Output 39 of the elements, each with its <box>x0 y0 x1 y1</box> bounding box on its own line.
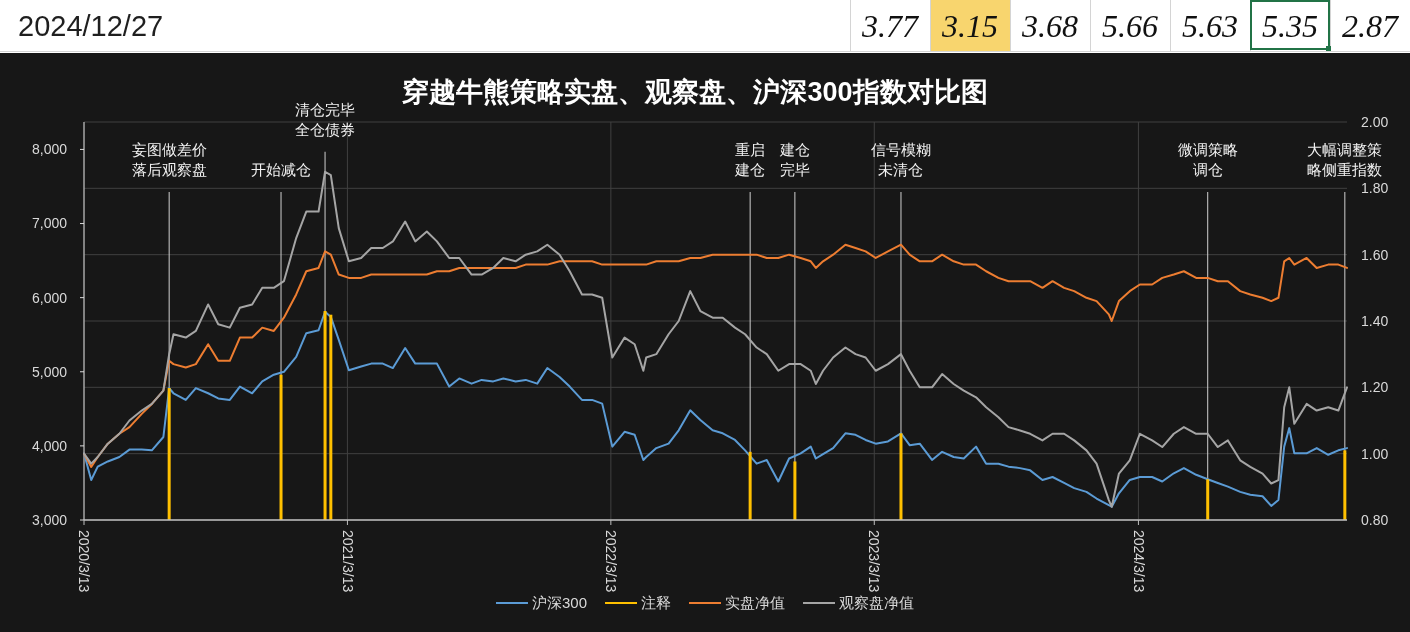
text: 2.87 <box>1342 8 1400 44</box>
text: 3.77 <box>861 8 920 44</box>
y2-tick-label: 1.00 <box>1361 445 1389 462</box>
y-tick-label: 8,000 <box>31 141 68 158</box>
x-tick-label: 2022/3/13 <box>602 530 619 593</box>
y-tick-label: 6,000 <box>31 289 68 306</box>
text: 3.15 <box>941 8 998 44</box>
legend-label: 沪深300 <box>531 594 588 612</box>
ref-line-label: 清仓完毕全仓债券 <box>295 100 356 138</box>
y2-tick-label: 0.80 <box>1361 511 1389 528</box>
ref-line-label: 信号模糊未清仓 <box>870 141 931 178</box>
ref-line-label: 开始减仓 <box>251 161 312 178</box>
ref-line-label: 微调策略调仓 <box>1177 141 1238 178</box>
y2-tick-label: 1.40 <box>1361 312 1389 329</box>
legend-label: 实盘净值 <box>725 594 786 612</box>
y2-tick-label: 1.60 <box>1361 246 1389 263</box>
y2-tick-label: 2.00 <box>1361 113 1389 130</box>
y-tick-label: 7,000 <box>31 215 68 232</box>
text: 2024/12/27 <box>18 10 164 42</box>
text: 5.35 <box>1262 8 1318 44</box>
ref-line-label: 大幅调整策略侧重指数 <box>1307 141 1383 178</box>
y-tick-label: 4,000 <box>31 437 68 454</box>
ref-line-label: 重启建仓 <box>734 141 766 178</box>
text: 3.68 <box>1021 8 1078 44</box>
y2-tick-label: 1.80 <box>1361 180 1389 197</box>
ref-line-label: 妄图做差价落后观察盘 <box>131 141 207 178</box>
legend-label: 观察盘净值 <box>839 594 915 612</box>
x-tick-label: 2024/3/13 <box>1130 530 1147 593</box>
ref-line-label: 建仓完毕 <box>778 141 810 178</box>
x-tick-label: 2023/3/13 <box>866 530 883 593</box>
x-tick-label: 2020/3/13 <box>76 530 93 593</box>
y-tick-label: 5,000 <box>31 363 68 380</box>
legend-label: 注释 <box>641 594 672 612</box>
text: 5.63 <box>1182 8 1238 44</box>
x-tick-label: 2021/3/13 <box>339 530 356 593</box>
text: 5.66 <box>1102 8 1158 44</box>
y2-tick-label: 1.20 <box>1361 379 1389 396</box>
y-tick-label: 3,000 <box>31 511 68 528</box>
chart-title: 穿越牛熊策略实盘、观察盘、沪深300指数对比图 <box>402 77 988 107</box>
